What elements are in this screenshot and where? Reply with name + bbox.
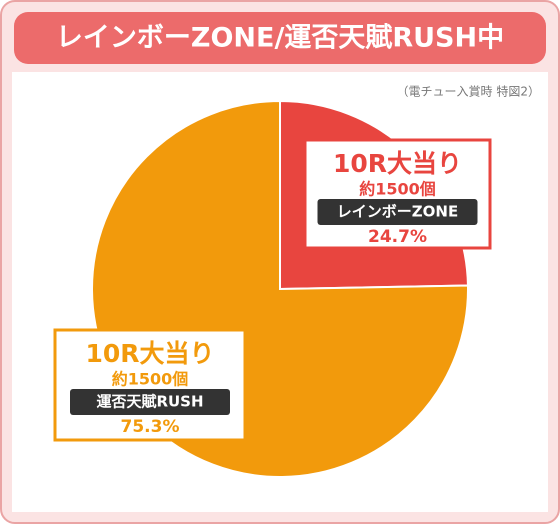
name-pill bbox=[70, 389, 230, 415]
legend-label: 運否天賦RUSH bbox=[96, 393, 203, 411]
value-label: 24.7% bbox=[368, 227, 427, 247]
slice-label: 10R大当り bbox=[333, 149, 462, 178]
title-banner bbox=[14, 12, 546, 64]
slice-label: 10R大当り bbox=[85, 339, 214, 368]
slice-detail: 約1500個 bbox=[359, 180, 436, 199]
slice-detail: 約1500個 bbox=[112, 370, 189, 389]
value-label: 75.3% bbox=[121, 417, 180, 437]
name-pill bbox=[317, 199, 478, 225]
label-box bbox=[303, 138, 492, 250]
legend-label: レインボーZONE bbox=[337, 203, 458, 221]
label-box bbox=[53, 328, 247, 442]
chart-title: レインボーZONE/運否天賦RUSH中 bbox=[56, 23, 504, 54]
chart-subtitle: （電チュー入賞時 特図2） bbox=[397, 84, 540, 99]
